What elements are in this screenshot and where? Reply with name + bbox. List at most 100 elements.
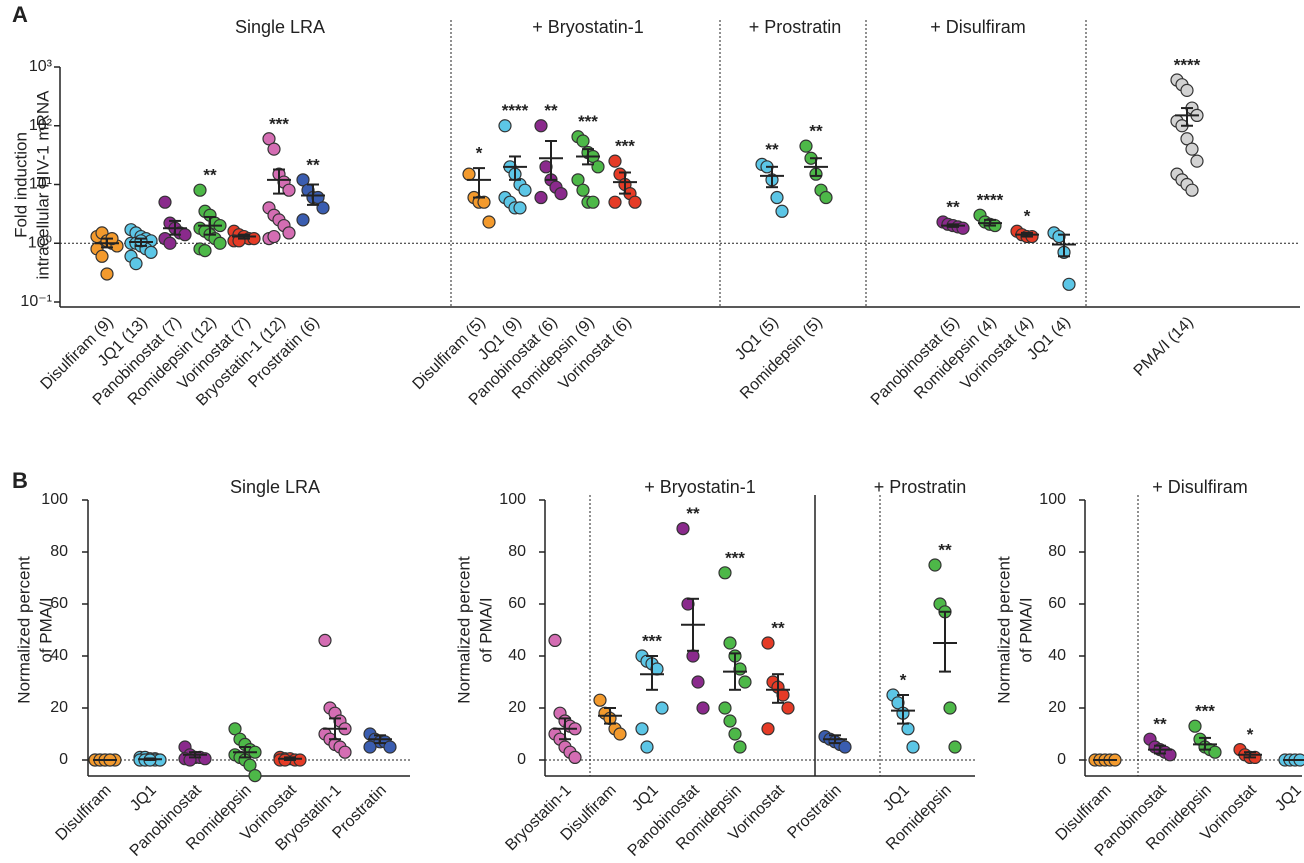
data-point	[568, 750, 582, 765]
x-tick-label: PMA/I (14)	[1131, 314, 1197, 380]
section-title: Single LRA	[230, 477, 320, 497]
data-point	[608, 154, 622, 168]
data-point	[296, 213, 310, 227]
data-point	[691, 675, 705, 689]
significance: **	[544, 101, 558, 120]
data-point	[213, 236, 227, 250]
y-tick-label: 100	[1039, 491, 1066, 508]
data-point	[1180, 83, 1194, 97]
data-point	[576, 183, 590, 197]
y-tick-label: 100	[41, 491, 68, 508]
section-title: Single LRA	[235, 17, 325, 37]
data-point	[781, 701, 795, 715]
y-axis-label: intracellular HIV-1 mRNA	[33, 90, 52, 280]
x-tick-label: Bryostatin-1	[502, 782, 574, 854]
data-point	[576, 134, 590, 148]
x-tick-label: JQ1	[629, 782, 662, 815]
data-point	[267, 142, 281, 156]
data-point	[243, 758, 257, 772]
data-point	[723, 636, 737, 650]
y-tick-label: 0	[59, 751, 68, 768]
data-point	[163, 236, 177, 250]
section-title: + Disulfiram	[930, 17, 1026, 37]
y-tick-label: 60	[1048, 595, 1066, 612]
data-point	[761, 722, 775, 736]
data-point	[733, 740, 747, 754]
data-point	[554, 187, 568, 201]
y-tick-label: 40	[1048, 647, 1066, 664]
data-point	[635, 722, 649, 736]
data-point	[1185, 142, 1199, 156]
y-tick-label: 80	[50, 543, 68, 560]
data-point	[100, 267, 114, 281]
data-point	[363, 740, 377, 754]
data-point	[282, 183, 296, 197]
significance: *	[1024, 207, 1031, 226]
data-point	[728, 727, 742, 741]
section-title: + Prostratin	[749, 17, 842, 37]
significance: **	[203, 166, 217, 185]
data-point	[1208, 745, 1222, 759]
data-point	[718, 701, 732, 715]
panel-label: A	[12, 2, 28, 27]
x-tick-label: Romidepsin (5)	[737, 314, 826, 403]
y-axis-label: of PMA/I	[476, 597, 495, 662]
data-point	[262, 132, 276, 146]
data-point	[655, 701, 669, 715]
data-point	[282, 226, 296, 240]
y-tick-label: 10¹	[29, 176, 52, 193]
y-tick-label: 80	[1048, 543, 1066, 560]
data-point	[1180, 132, 1194, 146]
data-point	[1188, 719, 1202, 733]
data-point	[267, 229, 281, 244]
data-point	[129, 257, 143, 271]
data-point	[571, 173, 585, 187]
y-tick-label: 40	[50, 647, 68, 664]
significance: **	[938, 540, 952, 559]
data-point	[586, 195, 600, 209]
data-point	[158, 195, 172, 209]
data-point	[1185, 183, 1199, 197]
data-point	[799, 139, 813, 153]
data-point	[1190, 154, 1204, 168]
y-tick-label: 0	[517, 751, 526, 768]
data-point	[948, 740, 962, 754]
data-point	[95, 249, 109, 263]
significance: *	[1247, 725, 1254, 744]
data-point	[296, 173, 310, 187]
data-point	[943, 701, 957, 715]
data-point	[591, 160, 605, 174]
data-point	[248, 768, 262, 783]
significance: **	[1153, 715, 1167, 734]
data-point	[775, 204, 789, 218]
significance: *	[900, 670, 907, 689]
significance: ***	[642, 631, 662, 650]
data-point	[696, 701, 710, 715]
y-tick-label: 20	[50, 699, 68, 716]
significance: **	[946, 197, 960, 216]
significance: ***	[1195, 702, 1215, 721]
y-axis-label: Normalized percent	[454, 556, 473, 704]
significance: **	[771, 618, 785, 637]
y-tick-label: 10²	[29, 117, 53, 134]
data-point	[838, 740, 852, 754]
panel-label: B	[12, 468, 28, 493]
significance: ****	[977, 191, 1004, 210]
y-tick-label: 10³	[29, 58, 53, 75]
data-point	[1062, 277, 1076, 291]
significance: ****	[502, 101, 529, 120]
significance: ****	[1174, 56, 1201, 75]
data-point	[462, 167, 476, 181]
x-tick-label: Panobinostat	[625, 781, 703, 859]
y-tick-label: 80	[508, 543, 526, 560]
y-axis-label: Fold induction	[11, 132, 30, 238]
data-point	[676, 521, 690, 536]
y-axis-label: Normalized percent	[994, 556, 1013, 704]
data-point	[193, 183, 207, 197]
data-point	[198, 243, 212, 258]
data-point	[383, 740, 397, 754]
significance: ***	[725, 548, 745, 567]
x-tick-label: JQ1	[1272, 782, 1304, 815]
y-tick-label: 60	[508, 595, 526, 612]
